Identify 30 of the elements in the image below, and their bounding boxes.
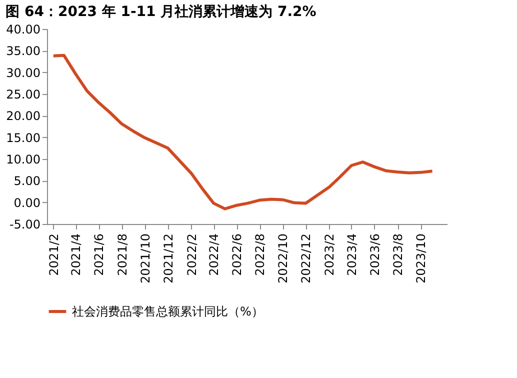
x-tick-label: 2023/2	[322, 234, 337, 276]
x-tick-label: 2021/10	[138, 234, 152, 284]
x-tick-label: 2021/4	[69, 234, 84, 276]
x-tick-label: 2023/6	[368, 234, 382, 276]
x-tick-label: 2022/10	[276, 234, 290, 284]
y-tick-label: 15.00	[6, 130, 40, 145]
y-tick-label: -5.00	[9, 218, 40, 232]
x-tick-label: 2022/4	[207, 234, 222, 276]
x-tick-label: 2022/12	[299, 234, 314, 284]
x-tick-label: 2022/6	[230, 234, 244, 276]
line-series	[52, 54, 434, 210]
x-tick-label: 2023/10	[414, 234, 428, 284]
x-tick-label: 2023/8	[391, 234, 406, 276]
y-tick-label: 35.00	[6, 44, 40, 58]
y-tick-label: 30.00	[6, 66, 40, 80]
x-tick-label: 2021/2	[46, 234, 61, 276]
x-tick-label: 2023/4	[344, 234, 359, 276]
chart-title: 图 64：2023 年 1-11 月社消累计增速为 7.2%	[6, 4, 316, 20]
y-tick-label: 40.00	[6, 22, 40, 36]
y-tick-label: 0.00	[14, 196, 40, 210]
y-tick-label: 5.00	[14, 174, 40, 188]
x-tick-label: 2022/2	[184, 234, 199, 276]
y-tick-label: 20.00	[6, 109, 40, 124]
y-tick-label: 10.00	[6, 152, 40, 166]
x-tick-label: 2021/6	[92, 234, 106, 276]
x-tick-label: 2022/8	[253, 234, 268, 276]
x-tick-label: 2021/12	[161, 234, 176, 284]
x-tick-label: 2021/8	[115, 234, 130, 276]
y-tick-label: 25.00	[6, 88, 40, 102]
legend-label: 社会消费品零售总额累计同比（%）	[72, 304, 264, 318]
